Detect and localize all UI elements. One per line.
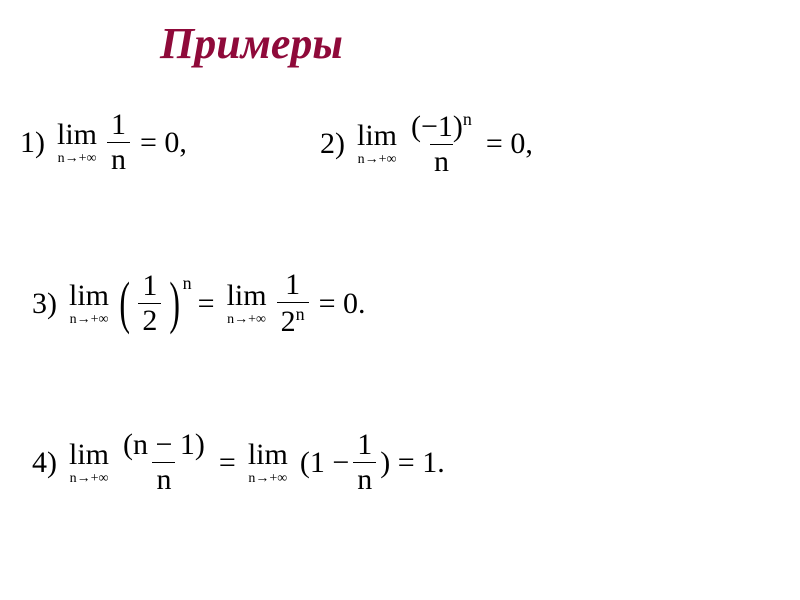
lim-symbol: lim n→+∞ bbox=[69, 281, 109, 327]
ex1-den: n bbox=[107, 142, 130, 175]
ex4-right-den: n bbox=[353, 462, 376, 495]
ex1-label: 1) bbox=[20, 126, 45, 160]
ex3-rhs: = 0. bbox=[319, 287, 366, 321]
ex4-right-suffix: ) = 1. bbox=[380, 446, 444, 480]
ex3-label: 3) bbox=[32, 287, 57, 321]
ex3-right-num: 1 bbox=[281, 270, 304, 302]
ex4-right-prefix: (1 − bbox=[300, 446, 349, 480]
ex3-inner-num: 1 bbox=[138, 271, 161, 303]
ex1-fraction: 1 n bbox=[107, 110, 130, 175]
ex3-inner-den: 2 bbox=[138, 303, 161, 336]
ex4-left-den: n bbox=[152, 462, 175, 495]
lim-symbol: lim n→+∞ bbox=[69, 440, 109, 486]
ex3-inner-frac: 1 2 bbox=[138, 271, 161, 336]
lim-sub: n→+∞ bbox=[358, 153, 397, 167]
paren-right-icon: ) bbox=[170, 280, 181, 326]
paren-left-icon: ( bbox=[119, 280, 130, 326]
ex1-rhs: = 0, bbox=[140, 126, 187, 160]
lim-word: lim bbox=[57, 120, 97, 150]
lim-word: lim bbox=[227, 281, 267, 311]
ex3-paren-group: ( 1 2 ) n bbox=[115, 271, 192, 336]
lim-word: lim bbox=[69, 281, 109, 311]
ex3-bigparen: ( 1 2 ) bbox=[115, 271, 185, 336]
lim-sub: n→+∞ bbox=[227, 313, 266, 327]
example-1: 1) lim n→+∞ 1 n = 0, bbox=[20, 110, 193, 175]
lim-word: lim bbox=[248, 440, 288, 470]
ex2-rhs: = 0, bbox=[486, 127, 533, 161]
ex4-left-num: (n − 1) bbox=[119, 430, 209, 462]
example-4: 4) lim n→+∞ (n − 1) n = lim n→+∞ (1 − 1 … bbox=[32, 430, 445, 495]
ex3-right-den-exp: n bbox=[296, 304, 305, 324]
ex2-fraction: (−1)n n bbox=[407, 110, 476, 177]
lim-symbol: lim n→+∞ bbox=[357, 121, 397, 167]
lim-sub: n→+∞ bbox=[248, 472, 287, 486]
ex4-eq: = bbox=[219, 446, 236, 480]
ex2-label: 2) bbox=[320, 127, 345, 161]
lim-word: lim bbox=[69, 440, 109, 470]
ex4-label: 4) bbox=[32, 446, 57, 480]
lim-symbol: lim n→+∞ bbox=[227, 281, 267, 327]
ex2-num: (−1)n bbox=[407, 110, 476, 144]
lim-symbol: lim n→+∞ bbox=[248, 440, 288, 486]
ex2-den: n bbox=[430, 144, 453, 177]
ex4-right-frac: 1 n bbox=[353, 430, 376, 495]
lim-sub: n→+∞ bbox=[70, 313, 109, 327]
ex4-left-frac: (n − 1) n bbox=[119, 430, 209, 495]
example-3: 3) lim n→+∞ ( 1 2 ) n = lim n→+∞ 1 2n = … bbox=[32, 270, 372, 337]
lim-symbol: lim n→+∞ bbox=[57, 120, 97, 166]
ex2-num-exp: n bbox=[463, 109, 472, 129]
ex2-num-base: (−1) bbox=[411, 110, 463, 143]
ex3-right-den-base: 2 bbox=[281, 305, 296, 338]
ex3-right-frac: 1 2n bbox=[277, 270, 309, 337]
ex1-num: 1 bbox=[107, 110, 130, 142]
page-title: Примеры bbox=[160, 18, 343, 69]
ex3-eq: = bbox=[198, 287, 215, 321]
lim-sub: n→+∞ bbox=[70, 472, 109, 486]
ex3-outer-exp: n bbox=[183, 273, 192, 294]
ex3-right-den: 2n bbox=[277, 302, 309, 337]
ex4-right-num: 1 bbox=[353, 430, 376, 462]
lim-word: lim bbox=[357, 121, 397, 151]
lim-sub: n→+∞ bbox=[58, 152, 97, 166]
example-2: 2) lim n→+∞ (−1)n n = 0, bbox=[320, 110, 539, 177]
